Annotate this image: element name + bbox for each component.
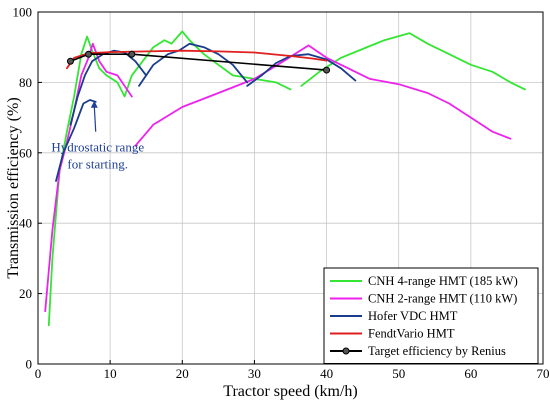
x-tick-label-4: 40: [320, 366, 333, 381]
y-tick-label-1: 20: [19, 286, 32, 301]
series-line-cnh2-1: [134, 44, 512, 147]
x-tick-label-2: 20: [176, 366, 189, 381]
x-tick-label-1: 10: [104, 366, 117, 381]
y-tick-label-3: 60: [19, 145, 32, 160]
series-hofer: [55, 42, 357, 182]
series-point-target-1: [85, 50, 92, 58]
legend: CNH 4-range HMT (185 kW) CNH 2-range HMT …: [323, 267, 539, 364]
series-line-fendt-0: [66, 49, 328, 70]
x-tick-label-3: 30: [248, 366, 261, 381]
series-layer: [44, 30, 526, 327]
y-tick-label-0: 0: [26, 357, 33, 372]
series-line-target-0: [69, 53, 328, 71]
legend-item-fendt: FendtVario HMT: [330, 327, 455, 341]
legend-item-hofer: Hofer VDC HMT: [330, 309, 458, 323]
annotation-layer: Hydrostatic range for starting.: [51, 100, 144, 172]
legend-label-cnh4: CNH 4-range HMT (185 kW): [368, 274, 518, 288]
annotation-arrow-line: [93, 105, 97, 132]
legend-item-cnh2: CNH 2-range HMT (110 kW): [330, 292, 517, 306]
legend-label-target: Target efficiency by Renius: [368, 344, 506, 358]
series-line-cnh4-1: [300, 32, 526, 91]
series-cnh4: [47, 30, 526, 327]
series-point-target-0: [66, 57, 74, 65]
y-tick-label-4: 80: [19, 75, 32, 90]
legend-marker-target: [342, 347, 350, 355]
series-line-hofer-0: [55, 99, 97, 182]
series-point-target-3: [323, 66, 331, 74]
series-line-cnh4-0: [47, 30, 292, 327]
y-tick-label-2: 40: [19, 216, 32, 231]
legend-label-hofer: Hofer VDC HMT: [368, 309, 458, 323]
series-target: [66, 50, 331, 74]
x-tick-label-0: 0: [35, 366, 42, 381]
x-axis-label: Tractor speed (km/h): [223, 383, 358, 400]
plot-frame: [37, 11, 544, 365]
x-tick-label-7: 70: [537, 366, 550, 381]
x-tick-label-5: 50: [392, 366, 405, 381]
legend-item-target: Target efficiency by Renius: [330, 344, 506, 358]
annotation-text-line-0: Hydrostatic range: [51, 140, 144, 155]
y-tick-label-5: 100: [13, 5, 33, 20]
series-line-hofer-3: [246, 53, 357, 87]
legend-item-cnh4: CNH 4-range HMT (185 kW): [330, 274, 518, 288]
x-tick-label-6: 60: [464, 366, 477, 381]
annotation-arrow-head: [90, 100, 98, 108]
ticks: 0 10 20 30 40 50 60 70 0 20 40 60 80 100: [13, 5, 550, 382]
legend-label-fendt: FendtVario HMT: [368, 327, 455, 341]
series-fendt: [66, 49, 328, 70]
series-point-target-2: [128, 50, 136, 58]
y-axis-label: Transmission efficiency (%): [5, 97, 22, 278]
annotation-text-line-1: for starting.: [67, 157, 128, 172]
legend-label-cnh2: CNH 2-range HMT (110 kW): [368, 292, 517, 306]
